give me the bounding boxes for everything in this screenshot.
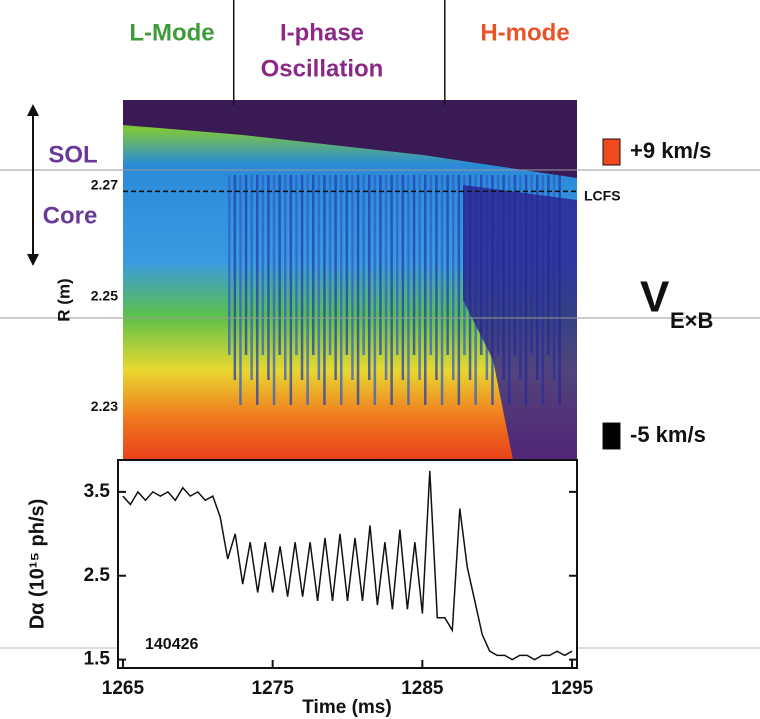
heatmap-stripe — [284, 175, 287, 380]
heatmap-top — [123, 100, 577, 178]
annotation: 140426 — [145, 636, 198, 653]
colorbar-swatch — [602, 138, 621, 166]
heatmap-stripe — [356, 175, 360, 405]
phase-label: Oscillation — [261, 55, 384, 82]
heatmap-stripe — [368, 175, 371, 380]
heatmap-stripe — [323, 175, 326, 405]
heatmap-stripe — [407, 175, 410, 405]
heatmap-stripe — [300, 175, 304, 380]
heatmap-stripe — [418, 175, 421, 380]
heatmap-stripe — [379, 175, 382, 355]
heatmap-stripe — [429, 175, 433, 355]
heatmap-stripe — [233, 175, 237, 380]
heatmap-stripe — [239, 175, 242, 405]
heatmap-stripe — [267, 175, 270, 380]
heatmap-stripe — [340, 175, 343, 405]
heatmap-stripe — [289, 175, 293, 405]
plot-frame — [117, 459, 578, 669]
heatmap-stripe — [317, 175, 321, 380]
heatmap-stripe — [452, 175, 455, 380]
x-tick-label: 1265 — [102, 678, 145, 699]
heatmap-stripe — [228, 175, 231, 355]
heatmap-stripe — [384, 175, 388, 380]
heatmap-stripe — [345, 175, 349, 355]
heatmap-stripe — [457, 175, 461, 405]
phase-label: H-mode — [480, 19, 569, 46]
heatmap-stripe — [401, 175, 405, 380]
data-line — [122, 470, 573, 661]
colorbar-tick-label: -5 km/s — [630, 422, 706, 447]
heatmap-stripe — [396, 175, 399, 355]
heatmap-stripe — [306, 175, 309, 405]
y-tick-label: 1.5 — [84, 649, 111, 670]
colorbar-label: V — [640, 273, 670, 322]
heatmap-stripe — [261, 175, 265, 355]
colorbar-swatch — [602, 422, 621, 450]
heatmap-stripe — [328, 175, 332, 355]
x-tick-label: 1275 — [252, 678, 295, 699]
heatmap-stripe — [412, 175, 416, 355]
x-tick-label: 1295 — [551, 678, 594, 699]
heatmap-stripe — [272, 175, 276, 405]
heatmap-stripe — [373, 175, 377, 405]
phase-label: L-Mode — [129, 19, 214, 46]
heatmap-stripe — [446, 175, 449, 355]
heatmap-stripe — [435, 175, 438, 380]
y-axis-label: R (m) — [54, 278, 73, 321]
region-label: SOL — [48, 141, 97, 168]
heatmap-stripe — [256, 175, 259, 405]
y-tick-label: 2.5 — [84, 565, 111, 586]
lcfs-label: LCFS — [584, 188, 621, 204]
x-tick-label: 1285 — [401, 678, 444, 699]
colorbar-tick-label: +9 km/s — [630, 138, 711, 163]
heatmap-stripe — [295, 175, 298, 355]
heatmap-hmode — [463, 185, 577, 460]
heatmap-stripe — [312, 175, 315, 355]
heatmap-stripe — [390, 175, 393, 405]
y-tick-label: 3.5 — [84, 481, 111, 502]
y-axis-label: Dα (10¹⁵ ph/s) — [26, 499, 48, 630]
heatmap-layer — [123, 100, 577, 460]
heatmap-stripe — [334, 175, 337, 380]
region-label: Core — [43, 202, 98, 229]
heatmap-stripe — [362, 175, 365, 355]
heatmap-stripe — [278, 175, 281, 355]
y-tick-label: 2.27 — [91, 177, 118, 193]
y-tick-label: 2.23 — [91, 398, 118, 414]
y-tick-label: 2.25 — [91, 287, 118, 303]
colorbar-label-sub: E×B — [670, 308, 713, 333]
heatmap-stripe — [250, 175, 253, 380]
phase-label: I-phase — [280, 19, 364, 46]
heatmap-stripe — [244, 175, 248, 355]
x-axis-label: Time (ms) — [302, 697, 391, 718]
heatmap-stripe — [351, 175, 354, 380]
heatmap-stripe — [440, 175, 444, 405]
heatmap-stripe — [424, 175, 427, 405]
